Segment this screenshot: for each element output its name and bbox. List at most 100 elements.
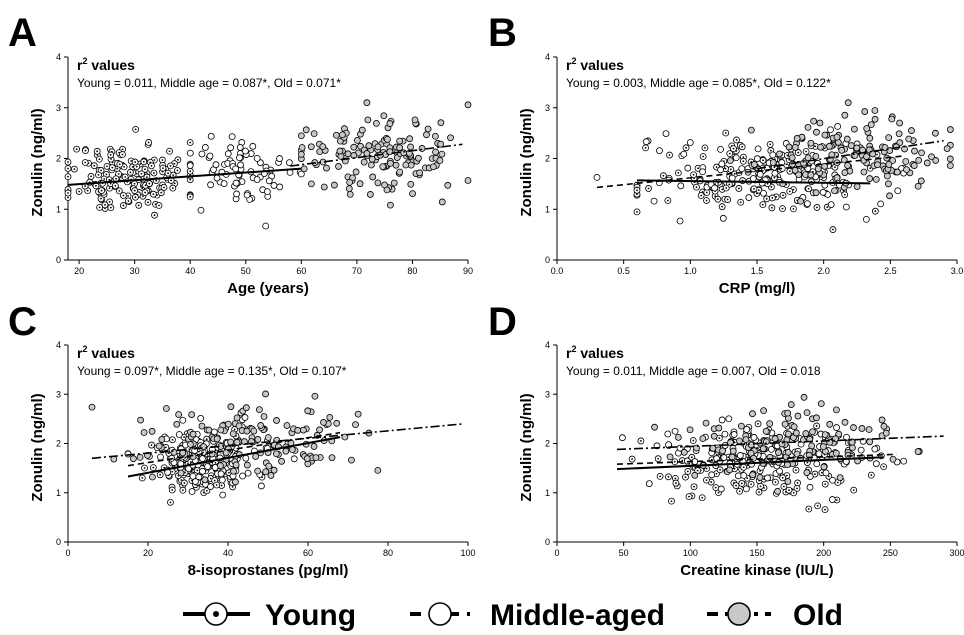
point-young-center — [775, 196, 778, 198]
trendline-young — [616, 456, 884, 471]
point-young-center — [738, 490, 741, 493]
point-old — [137, 416, 144, 424]
point-old — [188, 411, 196, 418]
point-old — [849, 444, 856, 452]
point-young-center — [167, 172, 169, 175]
point-middle — [806, 483, 814, 491]
point-young-center — [159, 473, 162, 476]
point-old — [833, 133, 841, 141]
point-young-center — [753, 187, 755, 190]
point-old — [333, 419, 341, 427]
point-young-center — [759, 485, 762, 488]
point-old — [847, 142, 855, 149]
point-old — [407, 143, 414, 151]
point-old — [354, 410, 362, 418]
point-young-center — [130, 160, 133, 162]
point-old — [346, 178, 354, 186]
point-young-center — [835, 499, 838, 501]
point-old — [715, 424, 723, 432]
point-young-center — [121, 148, 124, 151]
point-middle — [872, 460, 880, 468]
point-middle — [753, 155, 761, 163]
y-tick-label: 1 — [545, 488, 550, 498]
point-young-center — [741, 145, 744, 148]
point-young-center — [96, 150, 99, 153]
point-old — [320, 419, 327, 426]
x-tick-label: 60 — [296, 266, 306, 276]
point-young-center — [98, 158, 101, 161]
r2-title: r2 values — [566, 344, 624, 361]
point-young-center — [84, 185, 87, 187]
point-old — [910, 162, 918, 169]
point-young-center — [176, 169, 179, 172]
r2-values: Young = 0.011, Middle age = 0.087*, Old … — [77, 76, 341, 90]
point-old — [294, 426, 302, 434]
point-old — [826, 142, 833, 150]
point-young-center — [746, 464, 749, 467]
panel-d: D 0 1 2 3 4 0 50 100 150 200 250 300 Creatine kinase … — [488, 300, 964, 579]
point-old — [326, 413, 334, 421]
point-old — [363, 99, 371, 107]
point-middle — [218, 476, 226, 484]
point-young-center — [233, 428, 236, 431]
x-tick-label: 0 — [65, 548, 70, 558]
point-young-center — [158, 204, 160, 207]
point-middle — [686, 139, 694, 146]
point-old — [771, 435, 779, 443]
point-middle — [719, 214, 727, 222]
point-young-center — [704, 146, 706, 149]
point-middle — [213, 174, 221, 182]
point-middle — [756, 170, 764, 178]
point-young-center — [104, 203, 106, 206]
point-old — [416, 169, 423, 177]
point-old — [387, 159, 394, 167]
point-old — [832, 449, 840, 457]
point-old — [187, 440, 194, 448]
point-young-center — [869, 167, 872, 170]
point-old — [787, 401, 795, 408]
point-old — [436, 157, 444, 164]
point-young-center — [717, 491, 720, 494]
point-young-center — [705, 191, 708, 194]
point-old — [866, 175, 874, 182]
point-old — [260, 413, 268, 420]
point-young-center — [145, 176, 148, 179]
point-old — [437, 119, 445, 127]
point-young-center — [814, 145, 817, 148]
point-old — [400, 149, 408, 157]
point-old — [379, 163, 387, 171]
point-young-center — [114, 184, 117, 187]
point-young-center — [123, 165, 126, 168]
point-old — [366, 191, 374, 198]
point-young-center — [876, 153, 878, 156]
point-old — [793, 450, 801, 458]
point-young-center — [684, 476, 687, 478]
scatter-points — [88, 390, 382, 506]
point-old — [810, 117, 818, 125]
point-young-center — [106, 165, 108, 168]
point-old — [872, 175, 880, 183]
point-old — [908, 127, 915, 134]
x-tick-label: 100 — [683, 548, 698, 558]
point-middle — [676, 217, 684, 225]
point-young-center — [147, 141, 150, 144]
point-old — [726, 157, 734, 165]
point-old — [807, 139, 815, 147]
point-young-center — [735, 139, 738, 141]
point-young-center — [110, 158, 112, 160]
point-young-center — [666, 199, 669, 202]
point-young-center — [205, 438, 208, 441]
point-young-center — [782, 485, 785, 488]
point-middle — [227, 144, 235, 152]
y-tick-label: 3 — [56, 389, 61, 399]
point-old — [332, 131, 340, 139]
point-old — [817, 143, 824, 151]
point-old — [148, 427, 156, 435]
point-young-center — [144, 168, 146, 171]
x-tick-label: 80 — [407, 266, 417, 276]
point-young-center — [739, 201, 742, 204]
point-young-center — [685, 146, 687, 149]
point-young-center — [189, 178, 192, 181]
point-young-center — [782, 194, 784, 197]
point-old — [793, 135, 801, 142]
